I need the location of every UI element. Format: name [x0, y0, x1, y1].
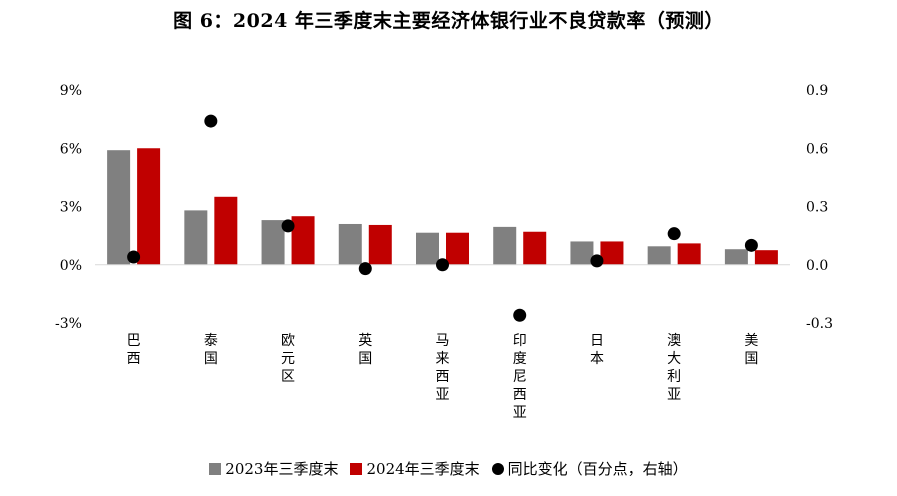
- y-left-tick-label: 0%: [60, 258, 82, 274]
- y-right-tick-label: 0.0: [806, 258, 828, 274]
- bar-2024q3: [523, 231, 547, 265]
- yoy-change-dot: [281, 219, 295, 233]
- legend-label: 2024年三季度末: [366, 460, 480, 478]
- bar-2023q3: [184, 210, 208, 265]
- bar-2024q3: [677, 243, 701, 265]
- bar-2024q3: [446, 232, 469, 265]
- bar-2024q3: [137, 148, 161, 265]
- x-category-label: 日本: [590, 333, 604, 367]
- legend-label: 同比变化（百分点，右轴）: [507, 460, 688, 478]
- yoy-change-dot: [744, 238, 758, 252]
- legend-swatch: [350, 463, 363, 475]
- y-right-tick-label: 0.9: [806, 83, 828, 99]
- y-right-tick-label: 0.3: [806, 200, 828, 216]
- legend-item: 同比变化（百分点，右轴）: [491, 458, 688, 479]
- yoy-change-dot: [127, 250, 141, 264]
- x-category-label: 泰国: [204, 333, 218, 367]
- yoy-change-dot: [358, 262, 372, 276]
- y-left-tick-label: 6%: [60, 141, 82, 157]
- bar-2023q3: [724, 249, 748, 265]
- chart-title: 图 6：2024 年三季度末主要经济体银行业不良贷款率（预测）: [173, 10, 724, 32]
- bar-2024q3: [754, 250, 778, 265]
- x-category-label: 马来西亚: [436, 333, 450, 403]
- bar-2023q3: [338, 223, 362, 265]
- x-category-label: 巴西: [127, 333, 141, 367]
- yoy-change-dot: [436, 258, 449, 272]
- x-category-label: 澳大利亚: [667, 333, 681, 403]
- x-category-label: 美国: [744, 333, 758, 367]
- bar-2023q3: [647, 246, 671, 265]
- bar-2023q3: [261, 220, 285, 265]
- bar-2023q3: [493, 226, 517, 265]
- bar-2024q3: [600, 241, 624, 265]
- y-right-tick-label: 0.6: [806, 141, 828, 157]
- bar-2023q3: [570, 241, 594, 265]
- legend-item: 2024年三季度末: [350, 458, 480, 479]
- y-right-tick-label: -0.3: [806, 316, 833, 332]
- yoy-change-dot: [513, 308, 527, 322]
- bar-2023q3: [416, 232, 439, 265]
- yoy-change-dot: [667, 227, 681, 241]
- y-left-tick-label: 9%: [60, 83, 82, 99]
- y-left-tick-label: 3%: [60, 200, 82, 216]
- yoy-change-dot: [204, 114, 218, 128]
- x-category-label: 欧元区: [281, 333, 295, 385]
- x-category-label: 英国: [358, 332, 372, 367]
- legend-swatch: [209, 463, 222, 475]
- bar-2024q3: [368, 224, 392, 265]
- bar-2024q3: [291, 216, 315, 265]
- bar-2024q3: [214, 196, 238, 265]
- legend-dot-marker: [491, 463, 504, 475]
- legend: 2023年三季度末 2024年三季度末 同比变化（百分点，右轴）: [0, 458, 897, 479]
- legend-item: 2023年三季度末: [209, 458, 338, 479]
- yoy-change-dot: [590, 254, 604, 268]
- x-category-label: 印度尼西亚: [513, 333, 527, 421]
- bar-2023q3: [107, 150, 131, 265]
- legend-label: 2023年三季度末: [225, 460, 339, 478]
- y-left-tick-label: -3%: [55, 316, 82, 332]
